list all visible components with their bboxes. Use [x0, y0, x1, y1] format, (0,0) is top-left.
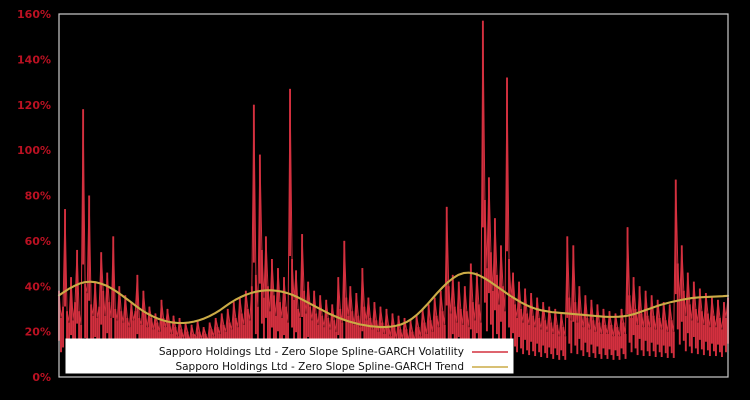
- volatility-series: [58, 20, 729, 362]
- legend-label: Sapporo Holdings Ltd - Zero Slope Spline…: [175, 361, 464, 373]
- y-axis-tick-labels: 0% 20% 40% 60% 80% 100% 120% 140% 160%: [17, 8, 51, 384]
- legend-background: [65, 338, 514, 374]
- y-tick-label: 100%: [17, 144, 51, 157]
- y-tick-label: 0%: [32, 371, 51, 384]
- trend-series: [57, 271, 730, 329]
- y-tick-label: 140%: [17, 53, 51, 66]
- trend-polyline: [57, 271, 730, 329]
- plot-area-border: [58, 13, 729, 378]
- y-tick-label: 60%: [25, 235, 51, 248]
- y-tick-label: 120%: [17, 99, 51, 112]
- volatility-polyline: [58, 20, 729, 341]
- y-tick-label: 20%: [25, 326, 51, 339]
- y-tick-label: 160%: [17, 8, 51, 21]
- y-tick-label: 80%: [25, 190, 51, 203]
- chart-legend[interactable]: Sapporo Holdings Ltd - Zero Slope Spline…: [65, 338, 514, 374]
- legend-label: Sapporo Holdings Ltd - Zero Slope Spline…: [159, 346, 464, 358]
- y-tick-label: 40%: [25, 280, 51, 293]
